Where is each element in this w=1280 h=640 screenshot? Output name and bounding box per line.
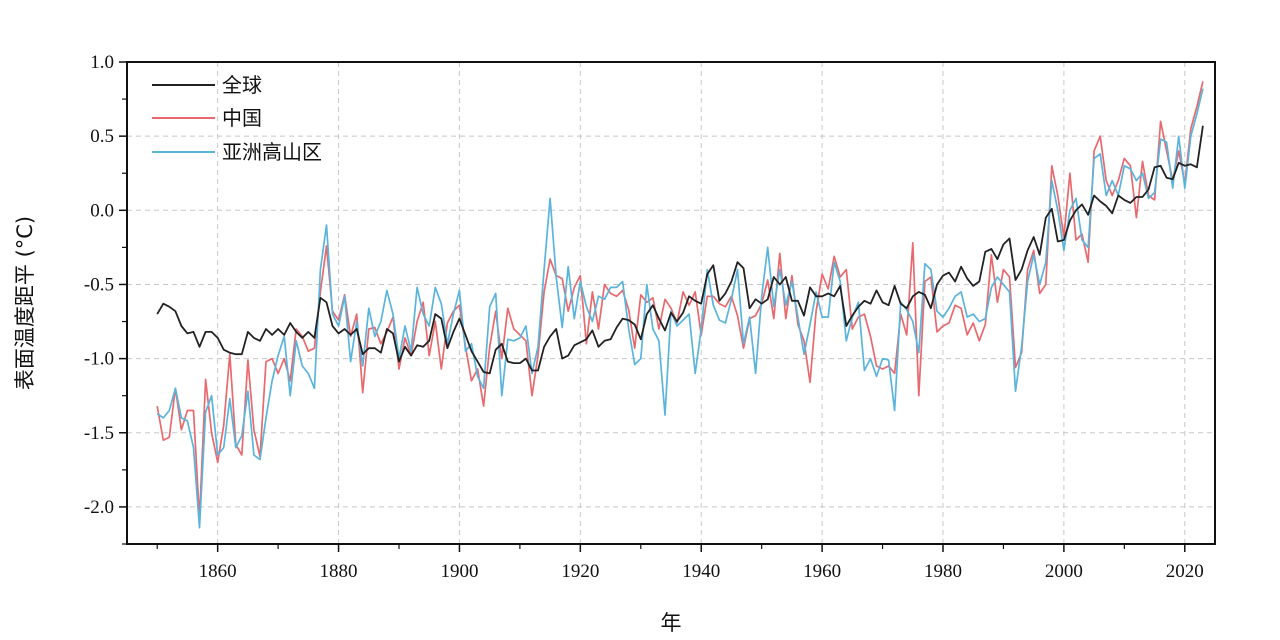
x-tick-label: 1960 [803, 561, 841, 582]
x-tick-label: 1900 [440, 561, 478, 582]
x-tick-label: 2000 [1045, 561, 1083, 582]
x-tick-label: 2020 [1166, 561, 1204, 582]
y-tick-label: 0.5 [90, 126, 114, 147]
y-tick-label: -1.5 [84, 423, 114, 444]
y-tick-label: -0.5 [84, 274, 114, 295]
x-axis-label: 年 [661, 611, 682, 635]
y-tick-label: -1.0 [84, 349, 114, 370]
grid [127, 62, 1215, 544]
y-tick-label: 1.0 [90, 52, 114, 73]
x-tick-label: 1940 [682, 561, 720, 582]
series-line-0 [156, 125, 1204, 375]
x-tick-label: 1980 [924, 561, 962, 582]
x-tick-label: 1920 [561, 561, 599, 582]
legend-label: 全球 [222, 73, 262, 97]
plot-frame [126, 61, 1216, 545]
legend-label: 中国 [222, 106, 262, 130]
y-axis-label: 表面温度距平 (°C) [13, 216, 37, 390]
y-tick-label: -2.0 [84, 497, 114, 518]
series-lines [156, 81, 1204, 529]
legend-label: 亚洲高山区 [222, 140, 322, 164]
axes: 1860 1880 1900 1920 1940 1960 1980 2000 2020 1.0 0… [84, 52, 1204, 582]
y-tick-label: 0.0 [90, 200, 114, 221]
x-tick-label: 1860 [199, 561, 237, 582]
x-tick-label: 1880 [320, 561, 358, 582]
series-line-2 [156, 88, 1204, 529]
